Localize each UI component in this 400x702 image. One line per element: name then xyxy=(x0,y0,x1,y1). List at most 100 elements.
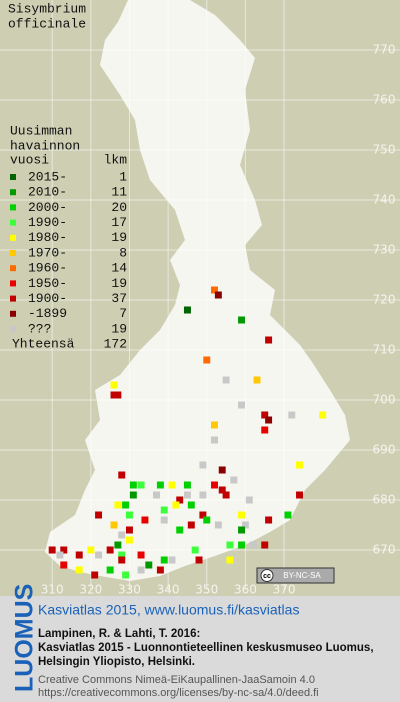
record-square xyxy=(129,491,137,499)
record-square xyxy=(238,526,246,534)
legend-label: 1900- xyxy=(28,291,67,306)
legend-label: 1980- xyxy=(28,230,67,245)
record-square xyxy=(110,391,118,399)
y-tick-label: 680 xyxy=(373,493,396,507)
record-square xyxy=(187,501,195,509)
record-square xyxy=(153,491,160,499)
total-count: 172 xyxy=(104,337,127,352)
record-square xyxy=(199,491,207,499)
record-square xyxy=(48,546,56,554)
record-square xyxy=(176,496,184,504)
legend-count: 19 xyxy=(111,321,127,336)
legend-header: vuosi xyxy=(10,152,49,167)
record-square xyxy=(296,461,303,469)
record-square xyxy=(160,556,168,564)
record-square xyxy=(60,546,68,554)
record-square xyxy=(187,521,195,529)
record-square xyxy=(238,401,246,409)
record-square xyxy=(203,516,211,524)
record-square xyxy=(129,481,137,489)
legend: 2015- 1 2010- 11 2000- 20 1990- 17 1980- 19 1970- 8… xyxy=(10,169,127,352)
record-square xyxy=(191,546,199,554)
record-square xyxy=(114,541,122,549)
badge-cc: cc xyxy=(263,573,271,580)
record-square xyxy=(75,566,83,574)
legend-count: 20 xyxy=(111,200,127,215)
record-square xyxy=(110,381,118,389)
record-square xyxy=(137,566,145,574)
legend-swatch xyxy=(10,204,16,211)
record-square xyxy=(137,481,145,489)
y-tick-label: 740 xyxy=(373,193,396,207)
record-square xyxy=(261,541,269,549)
legend-label: 1950- xyxy=(28,276,67,291)
badge-text: BY-NC-SA xyxy=(283,571,321,580)
record-square xyxy=(141,516,149,524)
legend-count: 7 xyxy=(119,306,127,321)
logo: LUOMUS xyxy=(11,584,39,692)
legend-swatch xyxy=(10,234,16,241)
record-square xyxy=(230,476,238,484)
legend-swatch xyxy=(10,280,16,287)
record-square xyxy=(203,356,211,364)
record-square xyxy=(211,421,218,429)
record-square xyxy=(261,411,269,419)
legend-swatch xyxy=(10,250,16,256)
record-square xyxy=(118,471,126,479)
record-square xyxy=(222,376,230,384)
record-square xyxy=(125,536,133,544)
record-square xyxy=(56,551,64,559)
x-tick-label: 370 xyxy=(273,583,296,597)
legend-swatch xyxy=(10,189,16,196)
record-square xyxy=(125,526,133,534)
legend-count: 19 xyxy=(111,276,127,291)
record-square xyxy=(183,481,191,489)
record-square xyxy=(211,481,218,489)
record-square xyxy=(118,556,126,564)
record-square xyxy=(125,511,133,519)
record-square xyxy=(265,336,273,344)
x-tick-label: 310 xyxy=(41,583,64,597)
record-square xyxy=(168,556,176,564)
record-square xyxy=(199,461,207,469)
record-square xyxy=(199,511,207,519)
x-tick-label: 350 xyxy=(195,583,218,597)
legend-label: 1970- xyxy=(28,245,67,260)
y-tick-label: 730 xyxy=(373,243,396,257)
record-square xyxy=(91,571,99,579)
y-tick-label: 670 xyxy=(373,543,396,557)
record-square xyxy=(176,526,184,534)
record-square xyxy=(319,411,327,419)
legend-label: 2010- xyxy=(28,185,67,200)
record-square xyxy=(156,566,164,574)
record-square xyxy=(195,556,203,564)
record-square xyxy=(238,316,246,324)
legend-label: 1960- xyxy=(28,261,67,276)
legend-label: 1990- xyxy=(28,215,67,230)
legend-title: Uusimman xyxy=(10,123,72,138)
y-tick-label: 760 xyxy=(373,93,396,107)
citation: Kasviatlas 2015 - Luonnontieteellinen ke… xyxy=(38,642,374,654)
record-square xyxy=(156,481,164,489)
species-title: officinale xyxy=(8,16,86,31)
record-square xyxy=(288,411,296,419)
legend-swatch xyxy=(10,219,16,226)
record-square xyxy=(214,291,222,299)
record-square xyxy=(265,416,273,424)
legend-swatch xyxy=(10,265,16,272)
y-tick-label: 720 xyxy=(373,293,396,307)
record-square xyxy=(118,531,126,539)
x-tick-label: 340 xyxy=(157,583,180,597)
y-tick-label: 700 xyxy=(373,393,396,407)
grid xyxy=(0,0,400,590)
record-square xyxy=(137,551,145,559)
record-square xyxy=(172,501,180,509)
legend-count: 14 xyxy=(111,261,127,276)
record-square xyxy=(261,426,269,434)
record-square xyxy=(122,571,130,579)
x-tick-label: 320 xyxy=(79,583,102,597)
legend-title: havainnon xyxy=(10,138,80,153)
record-square xyxy=(265,516,273,524)
